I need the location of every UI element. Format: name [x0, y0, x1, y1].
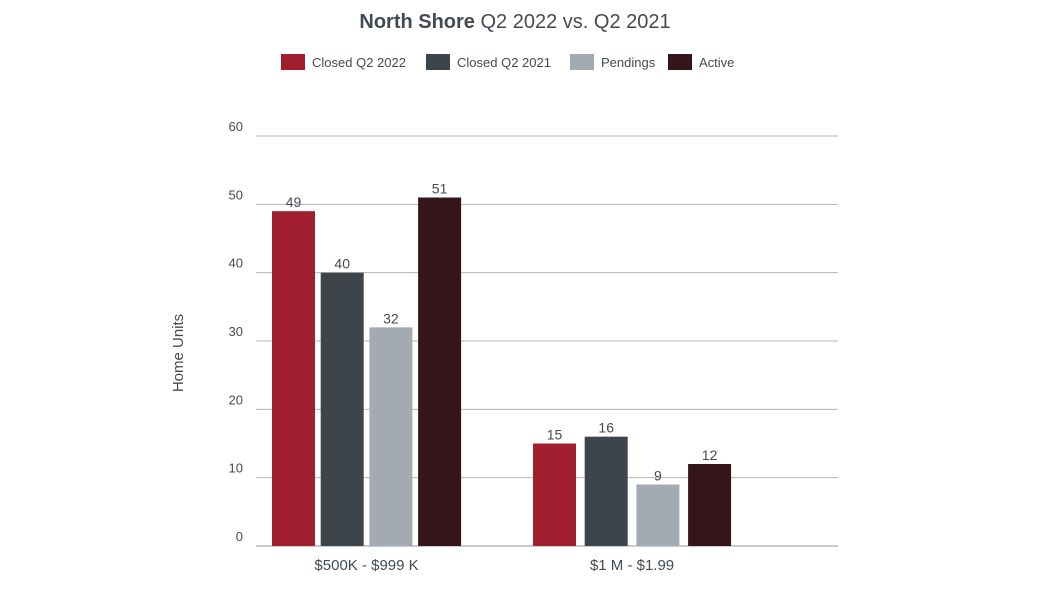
value-label: 51: [432, 181, 448, 197]
value-label: 16: [598, 420, 614, 436]
legend-swatch: [281, 54, 305, 70]
value-label: 15: [547, 427, 563, 443]
y-axis-label: Home Units: [170, 314, 187, 392]
y-tick-label: 60: [229, 119, 243, 134]
y-tick-label: 50: [229, 187, 243, 202]
y-tick-label: 40: [229, 256, 243, 271]
value-labels: 49 40 32 51 15 16 9 12: [286, 181, 718, 484]
value-label: 12: [702, 447, 718, 463]
value-label: 9: [654, 468, 662, 484]
y-tick-label: 10: [229, 461, 243, 476]
chart-title-bold: North Shore: [359, 11, 475, 33]
bar-pendings-1: [369, 327, 413, 546]
value-label: 40: [334, 256, 350, 272]
x-tick-label: $1 M - $1.99: [590, 557, 674, 574]
y-axis: 0 10 20 30 40 50 60: [229, 119, 243, 544]
value-label: 49: [286, 194, 302, 210]
legend-item-pendings: Pendings: [570, 54, 656, 70]
x-tick-label: $500K - $999 K: [314, 557, 418, 574]
value-label: 32: [383, 310, 399, 326]
y-tick-label: 0: [236, 529, 243, 544]
bar-active-1: [418, 197, 462, 546]
bar-closed-q2-2022-2: [533, 443, 576, 546]
bars: [272, 197, 732, 546]
chart-title-rest: Q2 2022 vs. Q2 2021: [475, 11, 671, 33]
legend-item-closed-q2-2021: Closed Q2 2021: [426, 54, 551, 70]
legend-swatch: [570, 54, 594, 70]
legend-item-closed-q2-2022: Closed Q2 2022: [281, 54, 406, 70]
bar-closed-q2-2022-1: [272, 211, 315, 546]
legend-swatch: [668, 54, 692, 70]
bar-pendings-2: [636, 484, 680, 546]
bar-closed-q2-2021-1: [320, 272, 364, 546]
y-tick-label: 30: [229, 324, 243, 339]
legend-label: Pendings: [601, 55, 656, 70]
legend-item-active: Active: [668, 54, 734, 70]
legend: Closed Q2 2022 Closed Q2 2021 Pendings Acti…: [281, 54, 734, 70]
legend-label: Closed Q2 2021: [457, 55, 551, 70]
chart-title: North Shore Q2 2022 vs. Q2 2021: [359, 11, 670, 33]
legend-label: Active: [699, 55, 734, 70]
y-tick-label: 20: [229, 392, 243, 407]
x-axis: $500K - $999 K $1 M - $1.99: [314, 557, 674, 574]
bar-active-2: [688, 464, 732, 546]
legend-swatch: [426, 54, 450, 70]
bar-closed-q2-2021-2: [584, 436, 628, 546]
legend-label: Closed Q2 2022: [312, 55, 406, 70]
